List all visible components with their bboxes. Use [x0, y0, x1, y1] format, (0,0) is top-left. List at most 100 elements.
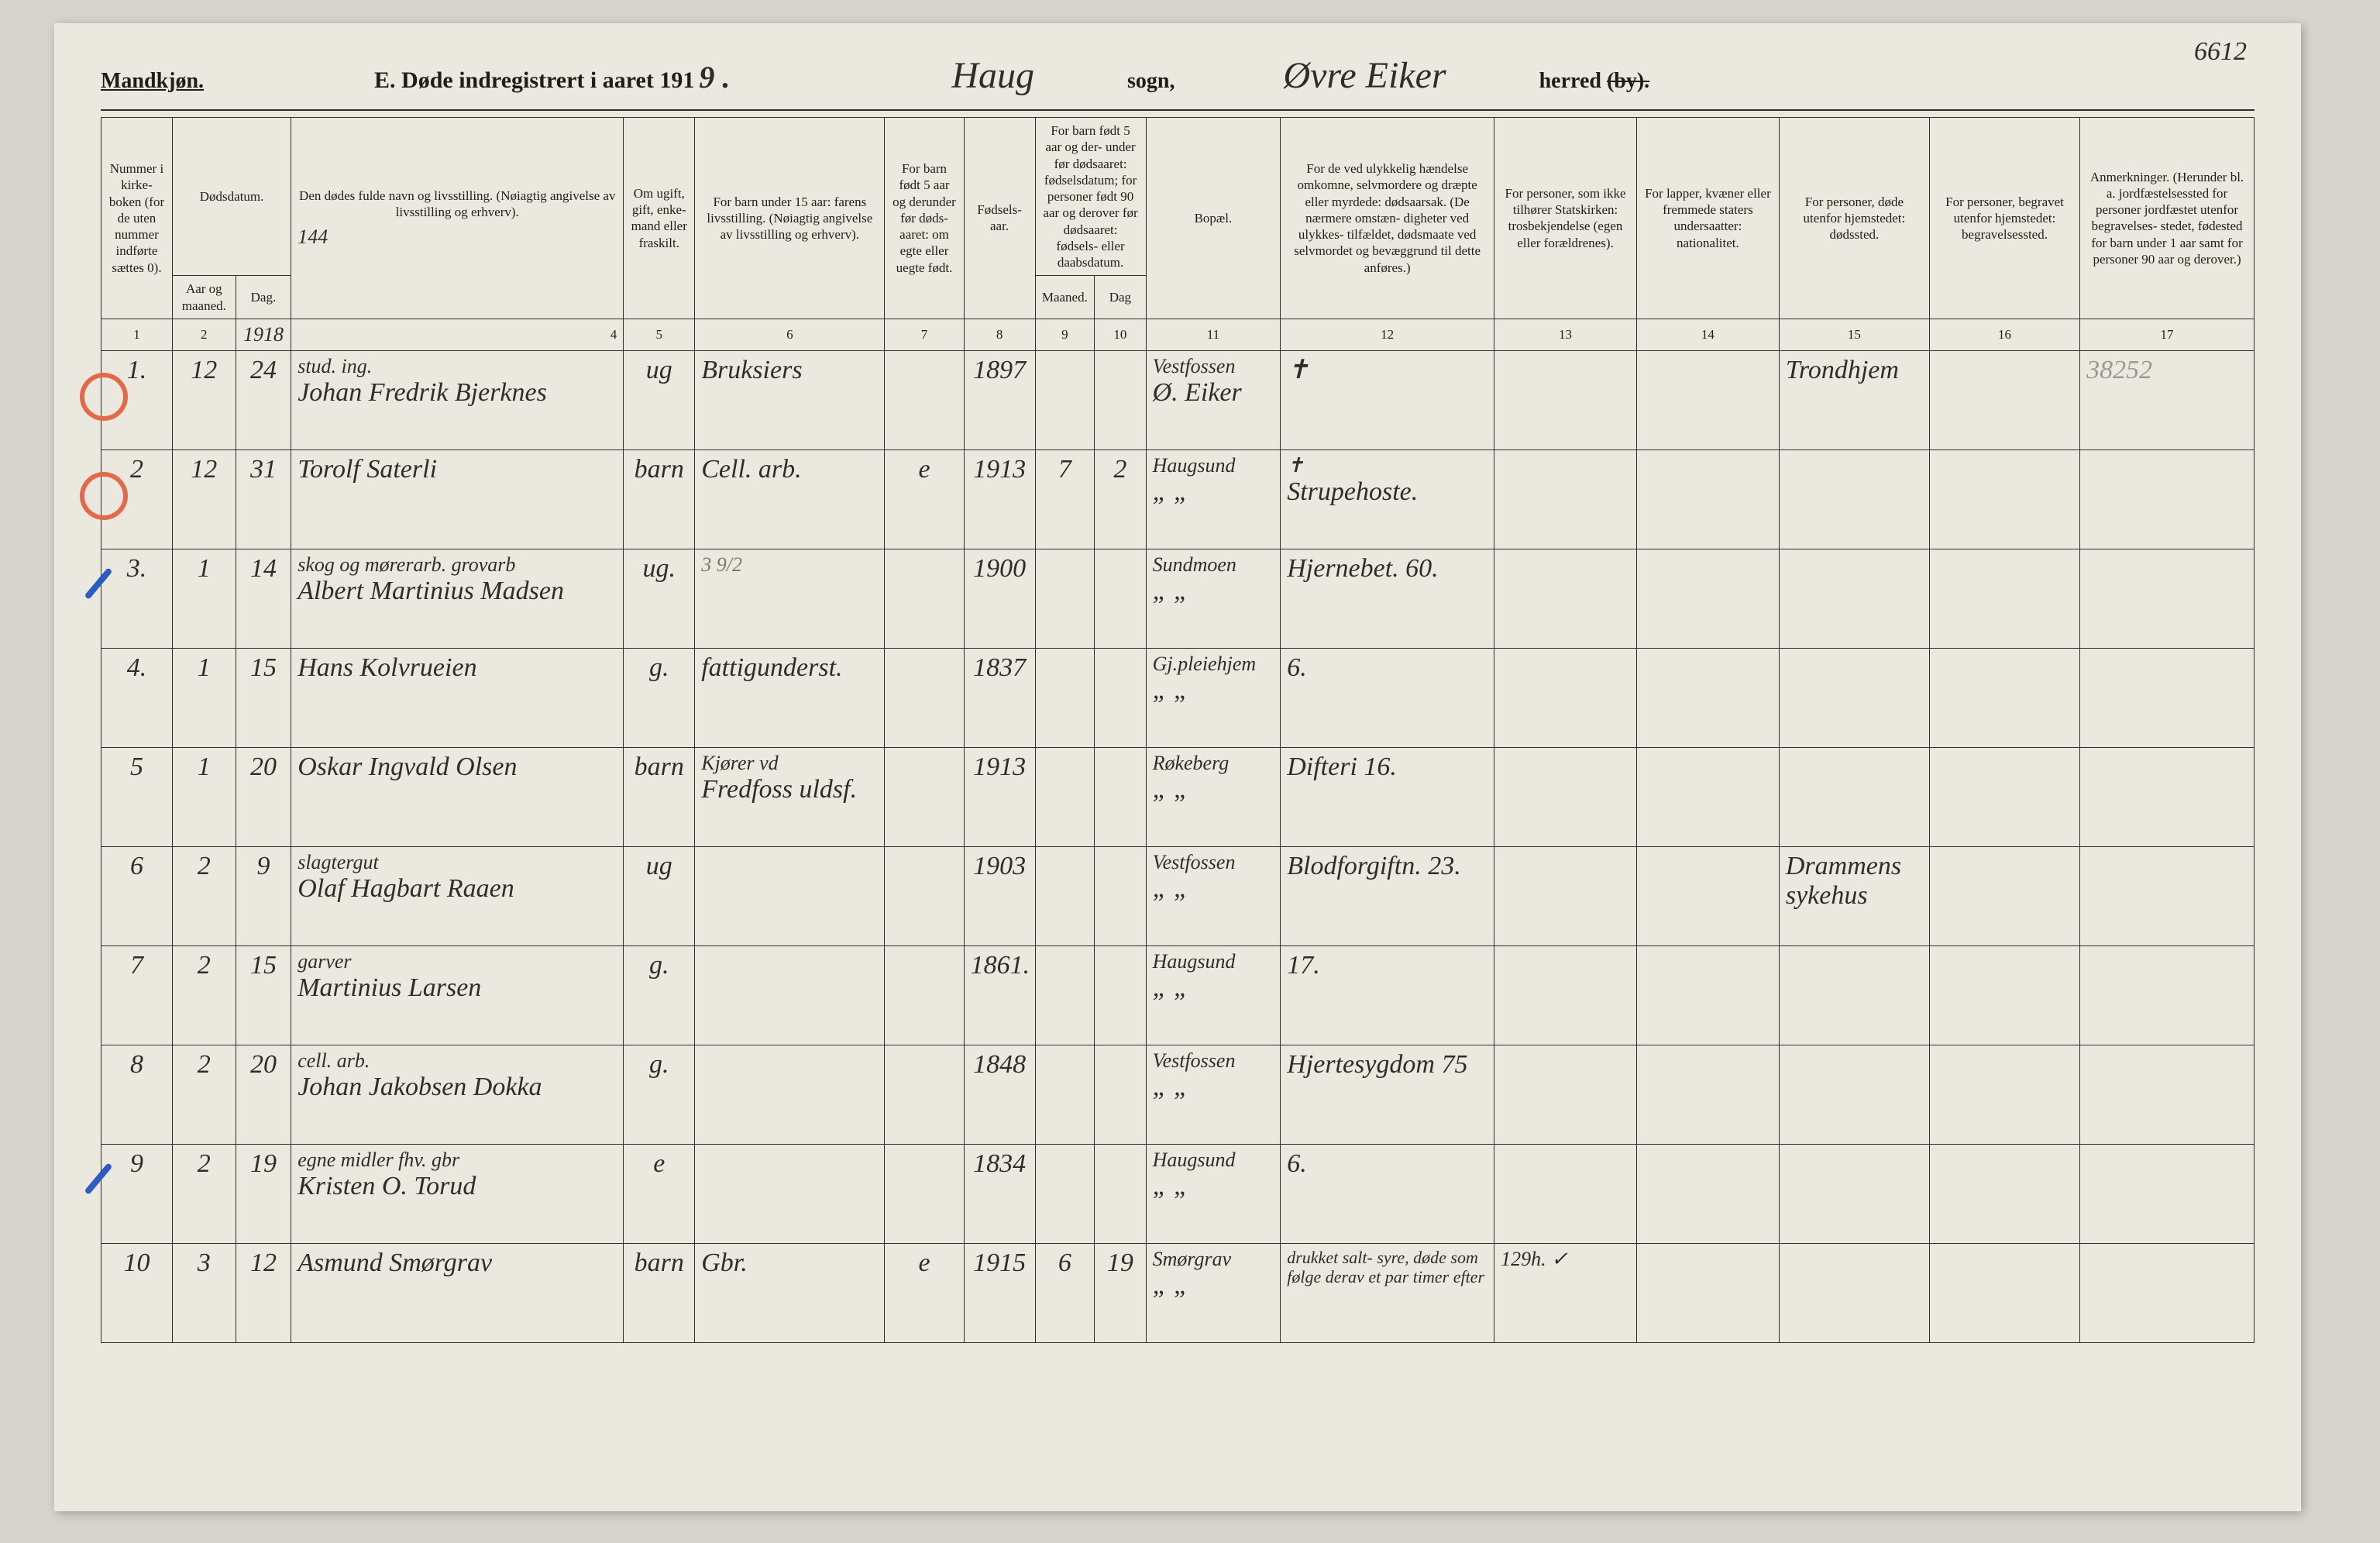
table-cell: g.	[624, 649, 695, 748]
table-body: 1.1224stud. ing.Johan Fredrik Bjerknesug…	[101, 351, 2254, 1343]
table-cell	[1929, 549, 2079, 649]
herred-label: herred (by).	[1539, 69, 1650, 94]
table-cell: 1	[172, 748, 236, 847]
district-name: Øvre Eiker	[1283, 54, 1446, 97]
table-row: 1.1224stud. ing.Johan Fredrik Bjerknesug…	[101, 351, 2254, 450]
table-cell	[1929, 1045, 2079, 1145]
table-cell: Haugsund„ „	[1146, 946, 1281, 1045]
table-cell	[1095, 847, 1146, 946]
table-cell	[885, 351, 964, 450]
colnum-15: 15	[1779, 319, 1929, 351]
table-cell: 1900	[964, 549, 1035, 649]
table-cell: stud. ing.Johan Fredrik Bjerknes	[291, 351, 624, 450]
table-cell: 15	[236, 946, 291, 1045]
table-row: 7215garverMartinius Larseng.1861.Haugsun…	[101, 946, 2254, 1045]
table-cell: 1	[172, 549, 236, 649]
table-cell: 15	[236, 649, 291, 748]
table-cell	[1929, 847, 2079, 946]
table-cell	[1636, 1045, 1779, 1145]
table-cell	[1779, 748, 1929, 847]
table-cell	[1494, 946, 1637, 1045]
table-cell	[2080, 946, 2254, 1045]
table-cell: fattigunderst.	[695, 649, 885, 748]
table-cell: 3.	[101, 549, 173, 649]
table-cell: 2	[172, 946, 236, 1045]
colnum-7: 7	[885, 319, 964, 351]
table-cell	[1636, 1244, 1779, 1343]
table-cell	[1494, 847, 1637, 946]
table-cell	[885, 1145, 964, 1244]
table-cell: 6	[1035, 1244, 1095, 1343]
colnum-12: 12	[1281, 319, 1494, 351]
table-cell: 9	[236, 847, 291, 946]
table-row: 9219egne midler fhv. gbrKristen O. Torud…	[101, 1145, 2254, 1244]
colnum-9: 9	[1035, 319, 1095, 351]
table-cell: 6.	[1281, 649, 1494, 748]
col-header-12: For lapper, kvæner eller fremmede stater…	[1636, 118, 1779, 319]
table-cell	[1929, 1145, 2079, 1244]
table-cell: Oskar Ingvald Olsen	[291, 748, 624, 847]
table-cell	[1929, 351, 2079, 450]
table-cell: Hjertesygdom 75	[1281, 1045, 1494, 1145]
table-cell	[885, 549, 964, 649]
table-cell	[2080, 549, 2254, 649]
table-cell: Drammens sykehus	[1779, 847, 1929, 946]
table-cell: barn	[624, 450, 695, 549]
table-cell	[1095, 351, 1146, 450]
colnum-14: 14	[1636, 319, 1779, 351]
table-cell: Vestfossen„ „	[1146, 1045, 1281, 1145]
table-cell	[1095, 649, 1146, 748]
table-cell: 1897	[964, 351, 1035, 450]
table-cell	[885, 649, 964, 748]
table-cell: 6.	[1281, 1145, 1494, 1244]
table-cell: 2	[172, 847, 236, 946]
table-cell: 10	[101, 1244, 173, 1343]
table-cell: 7	[1035, 450, 1095, 549]
table-cell: Sundmoen„ „	[1146, 549, 1281, 649]
table-cell: egne midler fhv. gbrKristen O. Torud	[291, 1145, 624, 1244]
table-cell: 20	[236, 1045, 291, 1145]
colnum-16: 16	[1929, 319, 2079, 351]
table-cell	[885, 847, 964, 946]
table-cell: 1834	[964, 1145, 1035, 1244]
table-cell: Hjernebet. 60.	[1281, 549, 1494, 649]
table-cell: Haugsund„ „	[1146, 1145, 1281, 1244]
col-header-6: For barn født 5 aar og derunder før døds…	[885, 118, 964, 319]
table-cell	[1494, 1145, 1637, 1244]
table-cell: Røkeberg„ „	[1146, 748, 1281, 847]
table-cell	[1035, 649, 1095, 748]
table-cell	[2080, 1145, 2254, 1244]
table-cell: g.	[624, 946, 695, 1045]
table-cell: Cell. arb.	[695, 450, 885, 549]
colnum-3: 1918	[236, 319, 291, 351]
table-cell: 12	[236, 1244, 291, 1343]
table-cell: 38252	[2080, 351, 2254, 450]
table-cell: Gj.pleiehjem„ „	[1146, 649, 1281, 748]
table-cell: Asmund Smørgrav	[291, 1244, 624, 1343]
col3-hand-note: 144	[298, 226, 617, 249]
table-row: 3.114skog og mørerarb. grovarbAlbert Mar…	[101, 549, 2254, 649]
table-cell	[1494, 450, 1637, 549]
col-header-10: For de ved ulykkelig hændelse omkomne, s…	[1281, 118, 1494, 319]
table-cell	[1779, 946, 1929, 1045]
table-cell: Vestfossen„ „	[1146, 847, 1281, 946]
table-cell: ✝Strupehoste.	[1281, 450, 1494, 549]
table-cell	[2080, 748, 2254, 847]
table-cell	[1095, 748, 1146, 847]
table-cell	[1494, 351, 1637, 450]
colnum-6: 6	[695, 319, 885, 351]
table-cell	[695, 1145, 885, 1244]
table-row: 629slagtergutOlaf Hagbart Raaenug1903Ves…	[101, 847, 2254, 946]
table-cell	[1636, 748, 1779, 847]
colnum-11: 11	[1146, 319, 1281, 351]
by-struck: (by).	[1607, 69, 1649, 93]
table-header: Nummer i kirke- boken (for de uten numme…	[101, 118, 2254, 351]
title-main: E. Døde indregistrert i aaret 1919 .	[374, 59, 734, 95]
table-cell: barn	[624, 748, 695, 847]
table-cell: 12	[172, 450, 236, 549]
col-header-14: For personer, begravet utenfor hjemstede…	[1929, 118, 2079, 319]
table-cell	[1095, 549, 1146, 649]
table-cell: 5	[101, 748, 173, 847]
table-cell: 3 9/2	[695, 549, 885, 649]
table-cell: barn	[624, 1244, 695, 1343]
